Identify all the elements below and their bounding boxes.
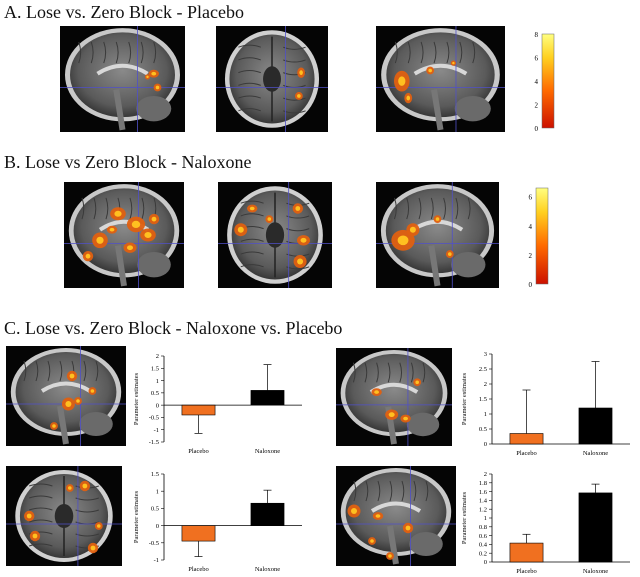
y-tick-label: 0.5 (479, 426, 487, 433)
y-tick-label: -1 (154, 557, 159, 564)
x-tick-label: Placebo (188, 566, 209, 573)
colorbar: 0 2 4 6 (529, 187, 549, 288)
bar-placebo (509, 433, 544, 445)
y-tick-label: 1.5 (479, 396, 487, 403)
brain-sagittal-image (6, 346, 126, 446)
colorbar-tick-label: 6 (535, 55, 539, 63)
brain-sagittal-image (376, 182, 499, 288)
y-tick-label: 1.6 (479, 489, 488, 496)
colorbar: 0 2 4 6 8 (535, 31, 555, 132)
bar-placebo (181, 525, 216, 542)
brain-sagittal-image (376, 26, 505, 132)
brain-axial-image (216, 26, 328, 132)
panel-b-title: B. Lose vs Zero Block - Naloxone (4, 152, 252, 172)
y-tick-label: 0.6 (479, 533, 488, 540)
y-tick-label: -1.5 (149, 439, 159, 446)
y-axis-label: Parameter estimates (133, 490, 140, 543)
bar-chart: Parameter estimates 0 0.20.4 0.6 0.8 1 1.21.4 1… (461, 471, 630, 575)
bar-chart: Parameter estimates 0 0.5 1 1.5 2 2.5 3 Placebo N… (461, 351, 630, 457)
y-tick-label: -1 (154, 427, 159, 434)
y-tick-label: -0.5 (149, 415, 159, 422)
y-tick-label: 0.5 (151, 506, 159, 513)
colorbar-tick-label: 8 (535, 31, 539, 39)
colorbar-tick-label: 0 (535, 125, 539, 132)
y-tick-label: 0.4 (479, 542, 488, 549)
x-tick-label: Placebo (516, 568, 537, 575)
y-tick-label: 0.5 (151, 390, 159, 397)
brain-axial-image (218, 182, 332, 288)
bar-chart: Parameter estimates -1.5 -1 -0.5 0 0.5 1 1.5 2 Pl… (133, 353, 302, 455)
bar-naloxone (250, 390, 285, 406)
y-tick-label: 1.4 (479, 498, 488, 505)
y-tick-label: 1.8 (479, 480, 487, 487)
x-tick-label: Placebo (516, 450, 537, 457)
y-axis-label: Parameter estimates (461, 372, 468, 425)
y-axis-label: Parameter estimates (133, 372, 140, 425)
bar-chart: Parameter estimates -1 -0.5 0 0.5 1 1.5 Placebo… (133, 471, 302, 573)
brain-sagittal-image (60, 26, 185, 132)
panel-a-title: A. Lose vs. Zero Block - Placebo (4, 2, 244, 22)
y-tick-label: 0 (156, 523, 159, 530)
brain-axial-image (6, 466, 122, 566)
x-tick-label: Naloxone (583, 568, 608, 575)
y-tick-label: 0 (484, 441, 487, 448)
brain-sagittal-image (336, 348, 452, 446)
y-tick-label: 2.5 (479, 366, 487, 373)
y-tick-label: 1 (484, 515, 487, 522)
bar-placebo (509, 542, 544, 563)
colorbar-tick-label: 4 (535, 78, 539, 86)
bar-naloxone (250, 502, 285, 526)
bar-naloxone (578, 492, 613, 563)
colorbar-tick-label: 0 (529, 281, 533, 288)
y-tick-label: -0.5 (149, 540, 159, 547)
y-tick-label: 1.5 (151, 471, 159, 478)
y-tick-label: 1 (156, 488, 159, 495)
y-tick-label: 1 (484, 411, 487, 418)
y-tick-label: 1 (156, 378, 159, 385)
colorbar-tick-label: 2 (529, 252, 533, 260)
y-tick-label: 0 (156, 402, 159, 409)
colorbar-tick-label: 4 (529, 223, 533, 231)
panel-c-title: C. Lose vs. Zero Block - Naloxone vs. Pl… (4, 318, 343, 338)
brain-sagittal-image (336, 466, 456, 566)
y-tick-label: 0.2 (479, 550, 487, 557)
y-tick-label: 1.2 (479, 506, 487, 513)
y-tick-label: 0 (484, 559, 487, 566)
brain-sagittal-image (64, 182, 184, 288)
y-tick-label: 3 (484, 351, 487, 358)
x-tick-label: Naloxone (255, 566, 280, 573)
y-axis-label: Parameter estimates (461, 491, 468, 544)
colorbar-tick-label: 2 (535, 102, 539, 110)
colorbar-tick-label: 6 (529, 194, 533, 202)
x-tick-label: Naloxone (255, 448, 280, 455)
y-tick-label: 1.5 (151, 365, 159, 372)
y-tick-label: 2 (484, 381, 487, 388)
x-tick-label: Naloxone (583, 450, 608, 457)
y-tick-label: 0.8 (479, 524, 487, 531)
bar-naloxone (578, 407, 613, 445)
y-tick-label: 2 (484, 471, 487, 478)
y-tick-label: 2 (156, 353, 159, 360)
bar-placebo (181, 404, 216, 416)
x-tick-label: Placebo (188, 448, 209, 455)
